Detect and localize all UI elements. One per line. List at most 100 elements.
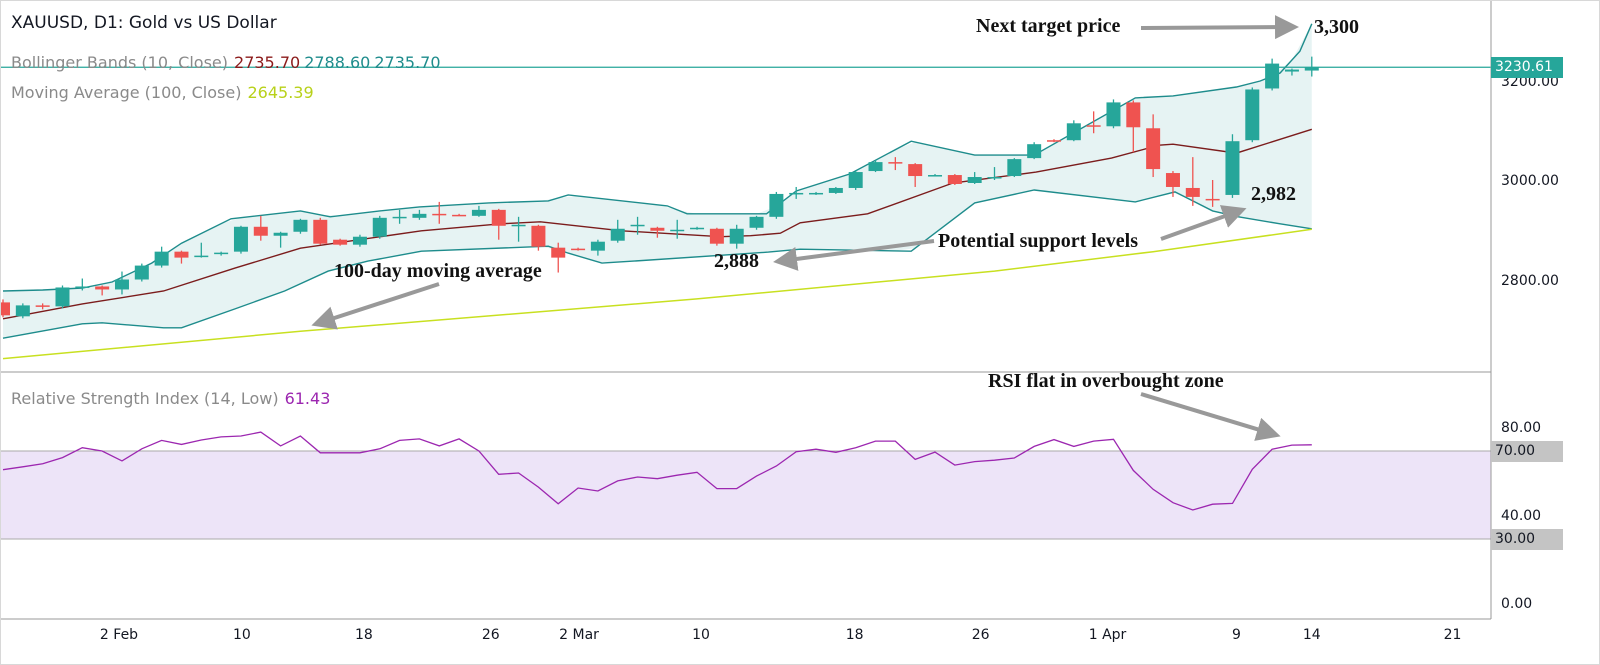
candle xyxy=(888,157,903,171)
candle xyxy=(174,250,189,264)
last-price-label: 3230.61 xyxy=(1491,57,1563,79)
candle xyxy=(1146,114,1161,178)
annotation-support-levels: Potential support levels xyxy=(938,230,1138,252)
candle-body xyxy=(35,305,50,307)
annotation-ma100: 100-day moving average xyxy=(334,260,542,282)
bollinger-lower-line xyxy=(2,189,1312,339)
candle xyxy=(114,271,129,295)
candle-body xyxy=(868,162,883,172)
time-axis-label: 26 xyxy=(971,627,990,643)
candle xyxy=(452,213,467,217)
candle xyxy=(214,251,229,256)
candle-body xyxy=(828,187,843,193)
candle xyxy=(1265,58,1280,91)
candle-body xyxy=(352,236,367,245)
rsi-30-label: 30.00 xyxy=(1491,529,1563,550)
candle xyxy=(1027,142,1042,160)
candle xyxy=(333,238,348,246)
candle xyxy=(194,242,209,258)
candle-body xyxy=(1146,128,1161,170)
candle xyxy=(571,247,586,251)
rsi-legend[interactable]: Relative Strength Index (14, Low) 61.43 xyxy=(11,389,330,408)
candle-body xyxy=(590,241,605,251)
candle-body xyxy=(333,239,348,245)
candle xyxy=(809,191,824,195)
candle-body xyxy=(233,226,248,252)
candle-body xyxy=(134,265,149,280)
candle-body xyxy=(1225,141,1240,195)
ma-legend[interactable]: Moving Average (100, Close) 2645.39 xyxy=(11,83,314,102)
candle-body xyxy=(670,229,685,232)
candle xyxy=(828,186,843,194)
bollinger-upper-line xyxy=(2,23,1313,292)
candle-body xyxy=(967,177,982,183)
candle xyxy=(848,170,863,190)
candle-body xyxy=(95,286,110,290)
rsi-pane xyxy=(1,431,1491,540)
candle-body xyxy=(174,251,189,258)
time-axis-label: 10 xyxy=(692,627,710,643)
time-axis-label: 1 Apr xyxy=(1088,627,1127,643)
candle xyxy=(1046,139,1061,143)
annotation-rsi: RSI flat in overbought zone xyxy=(988,370,1224,392)
candle-body xyxy=(491,209,506,226)
annotation-support-2888: 2,888 xyxy=(714,250,759,272)
rsi-zone-fill xyxy=(1,451,1491,539)
candle-body xyxy=(1046,140,1061,142)
candle-body xyxy=(1165,173,1180,187)
candle-body xyxy=(511,224,526,227)
annotation-target-value: 3,300 xyxy=(1314,16,1359,38)
candle xyxy=(531,224,546,251)
time-axis-label: 18 xyxy=(354,627,373,643)
candle xyxy=(551,242,566,273)
bollinger-upper-value: 2788.60 xyxy=(304,53,371,72)
candle xyxy=(650,226,665,238)
time-axis-label: 10 xyxy=(233,627,251,643)
candle xyxy=(75,278,90,291)
candle-body xyxy=(1284,69,1299,72)
candle xyxy=(55,285,70,309)
arrow-support-2888 xyxy=(773,239,935,271)
candle-body xyxy=(471,209,486,216)
candle-body xyxy=(392,216,407,219)
arrow-rsi xyxy=(1140,392,1281,441)
symbol-title[interactable]: XAUUSD, D1: Gold vs US Dollar xyxy=(11,13,277,33)
candle xyxy=(630,216,645,235)
candle xyxy=(590,239,605,256)
annotation-arrows xyxy=(311,15,1299,441)
candle xyxy=(1106,99,1121,129)
bollinger-legend[interactable]: Bollinger Bands (10, Close) 2735.70 2788.6… xyxy=(11,53,441,72)
rsi-axis-label: 40.00 xyxy=(1501,508,1542,524)
candle xyxy=(491,208,506,240)
candle xyxy=(610,219,625,243)
candle xyxy=(134,263,149,282)
candle-body xyxy=(987,177,1002,179)
candle-body xyxy=(1185,187,1200,197)
annotation-next-target: Next target price xyxy=(976,15,1121,37)
candle-body xyxy=(1027,144,1042,159)
candle-body xyxy=(551,247,566,258)
candle xyxy=(392,209,407,224)
candle-body xyxy=(154,251,169,266)
candle-body xyxy=(1304,67,1319,71)
candle xyxy=(471,205,486,217)
candle xyxy=(1165,171,1180,197)
candle-body xyxy=(888,162,903,164)
price-axis-label: 2800.00 xyxy=(1501,272,1559,289)
candle xyxy=(908,163,923,187)
candle xyxy=(273,231,288,248)
candle xyxy=(1284,68,1299,76)
candle-body xyxy=(313,219,328,244)
candle xyxy=(253,215,268,241)
arrow-support-2982 xyxy=(1160,205,1247,241)
price-pane xyxy=(1,23,1491,360)
candle xyxy=(1185,157,1200,206)
rsi-axis-label: 0.00 xyxy=(1501,596,1533,612)
candle-body xyxy=(729,228,744,244)
candle-body xyxy=(908,164,923,177)
annotation-support-2982: 2,982 xyxy=(1251,183,1296,205)
candle xyxy=(987,167,1002,181)
moving-average-100-line xyxy=(2,228,1312,360)
rsi-line xyxy=(2,431,1312,511)
